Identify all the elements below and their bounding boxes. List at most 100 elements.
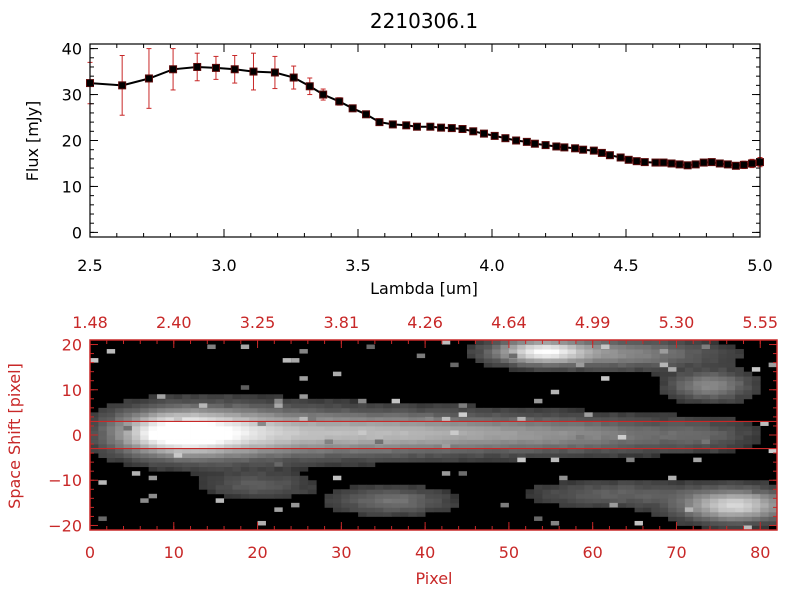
image-pixel [475,448,485,454]
image-pixel [542,362,552,368]
image-pixel [291,435,300,440]
image-pixel [492,362,501,368]
image-pixel [492,444,501,449]
image-pixel [735,516,744,522]
image-pixel [408,511,418,517]
image-pixel [567,444,577,449]
image-pixel [676,371,686,377]
data-point [597,148,606,157]
wavelength-tick-label: 1.48 [72,313,108,332]
image-pixel [249,394,258,400]
image-pixel [584,480,594,486]
image-pixel [751,389,761,395]
image-pixel [508,367,518,373]
image-pixel [575,358,585,364]
image-pixel [316,439,325,445]
image-pixel [601,435,610,440]
image-pixel [265,457,275,463]
image-pixel [617,344,627,350]
image-pixel [198,453,208,459]
image-pixel [349,407,359,413]
image-pixel [651,498,661,504]
image-pixel [349,425,359,431]
image-pixel [609,353,619,359]
image-pixel [299,457,309,463]
image-pixel [743,507,753,513]
image-pixel [207,439,217,445]
image-pixel [701,448,711,454]
image-pixel [743,421,753,427]
image-pixel [249,448,258,454]
image-pixel [609,430,619,436]
image-pixel [735,484,744,490]
image-pixel [626,425,635,431]
image-pixel [492,416,501,422]
image-pixel [718,362,728,368]
noise-pixel [617,435,627,440]
image-pixel [190,430,200,436]
image-pixel [508,412,518,418]
image-pixel [684,358,694,364]
image-pixel [676,425,686,431]
image-pixel [341,457,351,463]
image-pixel [450,412,460,418]
image-pixel [324,444,334,449]
image-pixel [341,453,351,459]
image-pixel [399,493,409,499]
image-pixel [198,462,208,468]
image-pixel [265,398,275,404]
image-pixel [542,493,552,499]
image-pixel [282,403,292,409]
image-pixel [307,489,317,495]
image-pixel [249,398,258,404]
image-pixel [601,448,610,454]
image-pixel [659,498,669,504]
image-pixel [450,403,460,409]
image-pixel [668,425,677,431]
image-pixel [341,416,351,422]
image-pixel [735,480,744,486]
image-pixel [358,484,367,490]
image-pixel [726,520,736,526]
image-pixel [718,344,728,350]
image-pixel [207,416,217,422]
x-tick-label: 0 [85,543,95,562]
image-pixel [123,412,133,418]
image-pixel [249,439,258,445]
image-pixel [123,416,133,422]
image-pixel [240,407,250,413]
image-pixel [475,453,485,459]
image-pixel [399,498,409,504]
image-pixel [701,498,711,504]
image-pixel [324,435,334,440]
data-point [388,120,397,129]
image-pixel [240,471,250,477]
image-pixel [383,444,393,449]
image-pixel [324,412,334,418]
image-pixel [240,435,250,440]
noise-pixel [458,471,468,476]
image-pixel [240,457,250,463]
image-pixel [131,421,141,427]
image-pixel [601,425,610,431]
image-pixel [341,435,351,440]
image-pixel [173,444,183,449]
image-pixel [224,444,233,449]
image-pixel [525,353,535,359]
image-pixel [341,407,351,413]
noise-pixel [751,367,761,372]
image-pixel [106,435,116,440]
image-pixel [684,398,694,404]
image-pixel [668,340,677,345]
image-pixel [751,498,761,504]
image-pixel [148,444,158,449]
image-pixel [115,416,124,422]
image-pixel [693,516,702,522]
image-pixel [408,489,418,495]
image-pixel [475,407,485,413]
image-pixel [701,435,711,440]
image-pixel [550,425,560,431]
image-pixel [475,421,485,427]
image-pixel [215,462,225,468]
image-pixel [726,416,736,422]
